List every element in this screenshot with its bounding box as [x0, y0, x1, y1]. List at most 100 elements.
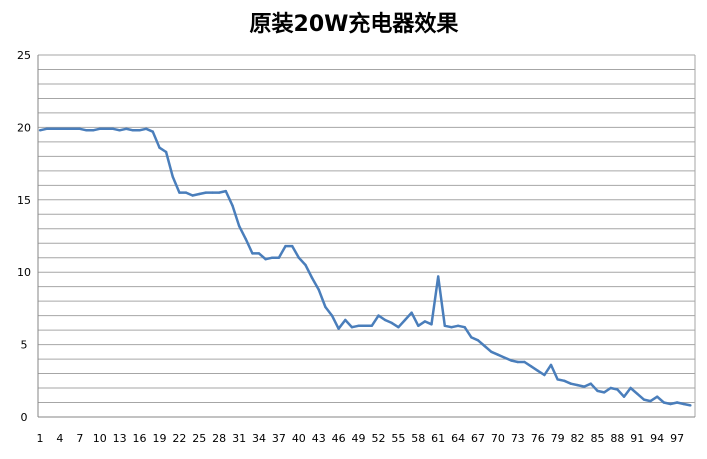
data-point: [596, 389, 599, 393]
x-tick-label: 64: [451, 432, 465, 445]
x-tick-label: 97: [670, 432, 684, 445]
data-point: [58, 127, 62, 130]
data-point: [277, 256, 281, 259]
data-point: [642, 398, 646, 401]
y-tick-label: 10: [17, 266, 31, 279]
chart-title: 原装20W充电器效果: [250, 11, 459, 37]
x-tick-label: 25: [192, 432, 206, 445]
x-tick-label: 49: [352, 432, 366, 445]
data-point: [284, 244, 287, 248]
data-point: [543, 373, 546, 377]
y-axis-tick-labels: 0 5 10 15 20 25: [17, 49, 31, 424]
data-point: [271, 256, 274, 259]
data-point: [536, 369, 539, 372]
data-point: [569, 382, 573, 385]
data-point: [317, 288, 320, 291]
data-point: [470, 336, 473, 339]
data-point: [456, 324, 460, 327]
gridlines: [38, 54, 696, 417]
data-point: [237, 224, 241, 228]
data-point: [669, 402, 672, 406]
x-tick-label: 40: [292, 432, 306, 445]
data-point: [291, 244, 294, 248]
data-point: [443, 324, 446, 327]
data-point: [198, 192, 201, 196]
data-point: [91, 129, 95, 132]
data-point: [324, 305, 327, 309]
data-point: [430, 323, 433, 326]
data-point: [184, 191, 188, 194]
data-point: [370, 324, 373, 327]
x-tick-label: 76: [531, 432, 545, 445]
data-point: [98, 127, 101, 130]
data-point: [310, 276, 314, 280]
x-tick-label: 16: [133, 432, 147, 445]
data-point: [231, 204, 234, 207]
data-point: [377, 314, 380, 317]
data-point: [609, 386, 612, 390]
series-layer: [38, 127, 692, 407]
data-point: [403, 318, 407, 322]
data-point: [330, 314, 334, 317]
data-point: [483, 344, 486, 348]
data-point: [622, 395, 626, 398]
data-point: [151, 130, 154, 133]
x-tick-label: 52: [371, 432, 385, 445]
data-point: [131, 129, 135, 132]
x-tick-label: 46: [332, 432, 346, 445]
data-point: [344, 318, 347, 322]
data-point: [662, 401, 665, 404]
data-point: [629, 386, 632, 390]
data-point: [138, 129, 141, 132]
data-point: [463, 326, 466, 329]
data-point: [125, 127, 128, 130]
data-point: [616, 388, 619, 391]
y-tick-label: 25: [17, 49, 31, 62]
x-tick-label: 82: [571, 432, 585, 445]
x-tick-label: 61: [431, 432, 445, 445]
x-tick-label: 73: [511, 432, 525, 445]
data-point: [656, 395, 659, 398]
x-tick-label: 4: [56, 432, 63, 445]
data-point: [264, 258, 267, 261]
data-point: [410, 311, 413, 314]
data-point: [178, 191, 181, 194]
data-point: [191, 194, 194, 197]
x-tick-label: 34: [252, 432, 266, 445]
x-tick-label: 55: [391, 432, 405, 445]
data-point: [45, 127, 48, 130]
data-point: [211, 191, 214, 194]
data-point: [383, 318, 387, 322]
data-point: [689, 404, 692, 407]
data-point: [224, 189, 227, 193]
data-point: [476, 339, 480, 342]
x-tick-label: 70: [491, 432, 505, 445]
data-point: [78, 127, 82, 130]
x-tick-label: 43: [312, 432, 326, 445]
data-point: [105, 127, 108, 130]
data-point: [145, 127, 148, 130]
data-point: [297, 256, 300, 259]
x-tick-label: 13: [113, 432, 127, 445]
data-point: [450, 326, 453, 329]
data-point: [516, 360, 519, 364]
data-point: [111, 127, 115, 130]
data-point: [350, 326, 354, 329]
data-point: [72, 127, 75, 130]
data-point: [65, 127, 68, 130]
data-point: [529, 365, 533, 368]
x-tick-label: 88: [610, 432, 624, 445]
y-tick-label: 5: [21, 339, 28, 352]
data-point: [563, 379, 566, 382]
y-tick-label: 0: [21, 411, 28, 424]
data-point: [423, 320, 427, 323]
data-point: [583, 385, 586, 388]
x-tick-label: 1: [37, 432, 44, 445]
x-tick-label: 37: [272, 432, 286, 445]
data-point: [503, 356, 506, 359]
data-point: [251, 252, 254, 255]
y-tick-label: 15: [17, 194, 31, 207]
data-point: [510, 359, 513, 362]
